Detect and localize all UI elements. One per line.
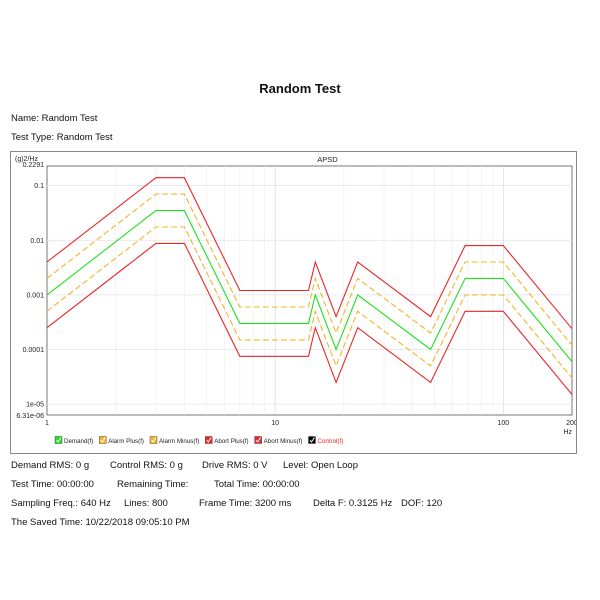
x-tick-label: 1 [45,420,49,427]
series-line-alarm-minus-f [46,226,573,379]
legend-check-icon [151,437,157,443]
dof: DOF: 120 [401,498,443,509]
legend-label: Alarm Plus(f) [108,438,144,445]
test-type-line: Test Type: Random Test [11,132,113,143]
legend-swatch [205,436,213,444]
apsd-chart: 1 10 100 200 0.2291 0.1 0.01 0.001 0.0001 1e-05 6.… [15,155,578,445]
legend-label: Abort Minus(f) [264,438,303,445]
time-row: Test Time: 00:00:00 Remaining Time: Tota… [11,479,591,493]
test-name-line: Name: Random Test [11,113,98,124]
legend-swatch [54,436,63,444]
legend-swatch [99,436,107,444]
series-line-alarm-plus-f [46,193,573,346]
legend-swatch [254,436,262,444]
plot-area [46,165,573,416]
page-title: Random Test [259,81,341,96]
x-axis-label: Hz [563,429,572,436]
y-tick-label: 6.31e-06 [16,413,44,420]
sampling-freq: Sampling Freq.: 640 Hz [11,498,111,509]
saved-time: The Saved Time: 10/22/2018 09:05:10 PM [11,517,190,528]
legend-label: Abort Plus(f) [214,438,248,445]
y-tick-label: 0.001 [26,292,44,299]
series-line-abort-plus-f [46,177,573,330]
y-tick-label: 1e-05 [26,402,44,409]
drive-rms: Drive RMS: 0 V [202,460,268,471]
x-tick-label: 100 [497,420,509,427]
legend-check-icon [56,437,62,443]
lines-count: Lines: 800 [124,498,168,509]
delta-f: Delta F: 0.3125 Hz [313,498,393,509]
legend-check-icon [255,437,262,443]
series-line-demand-f [46,210,573,362]
legend-swatch [149,436,158,444]
legend-check-icon [206,437,212,443]
legend-check-icon [309,437,315,443]
y-tick-label: 0.2291 [23,162,45,169]
legend-label: Demand(f) [64,438,93,445]
y-tick-label: 0.0001 [23,347,45,354]
series-line-abort-minus-f [46,242,573,395]
rms-row: Demand RMS: 0 g Control RMS: 0 g Drive R… [11,460,591,474]
demand-rms: Demand RMS: 0 g [11,460,90,471]
control-level: Level: Open Loop [283,460,359,471]
y-tick-label: 0.1 [34,183,44,190]
remaining-time: Remaining Time: [117,479,189,490]
legend-swatch [308,436,316,444]
chart-title: APSD [317,155,338,164]
apsd-chart-frame: 1 10 100 200 0.2291 0.1 0.01 0.001 0.0001 1e-05 6.… [10,151,578,454]
total-time: Total Time: 00:00:00 [214,479,300,490]
x-tick-label: 10 [271,420,279,427]
legend-check-icon [100,437,106,443]
y-tick-label: 0.01 [30,238,44,245]
frame-time: Frame Time: 3200 ms [199,498,292,509]
x-tick-label: 200 [566,420,576,427]
legend-label: Alarm Minus(f) [159,438,199,445]
sampling-row: Sampling Freq.: 640 Hz Lines: 800 Frame … [11,498,591,512]
control-rms: Control RMS: 0 g [110,460,183,471]
test-time: Test Time: 00:00:00 [11,479,94,490]
legend-label: Control(f) [317,438,343,445]
y-axis-label: (g)2/Hz [15,156,38,163]
